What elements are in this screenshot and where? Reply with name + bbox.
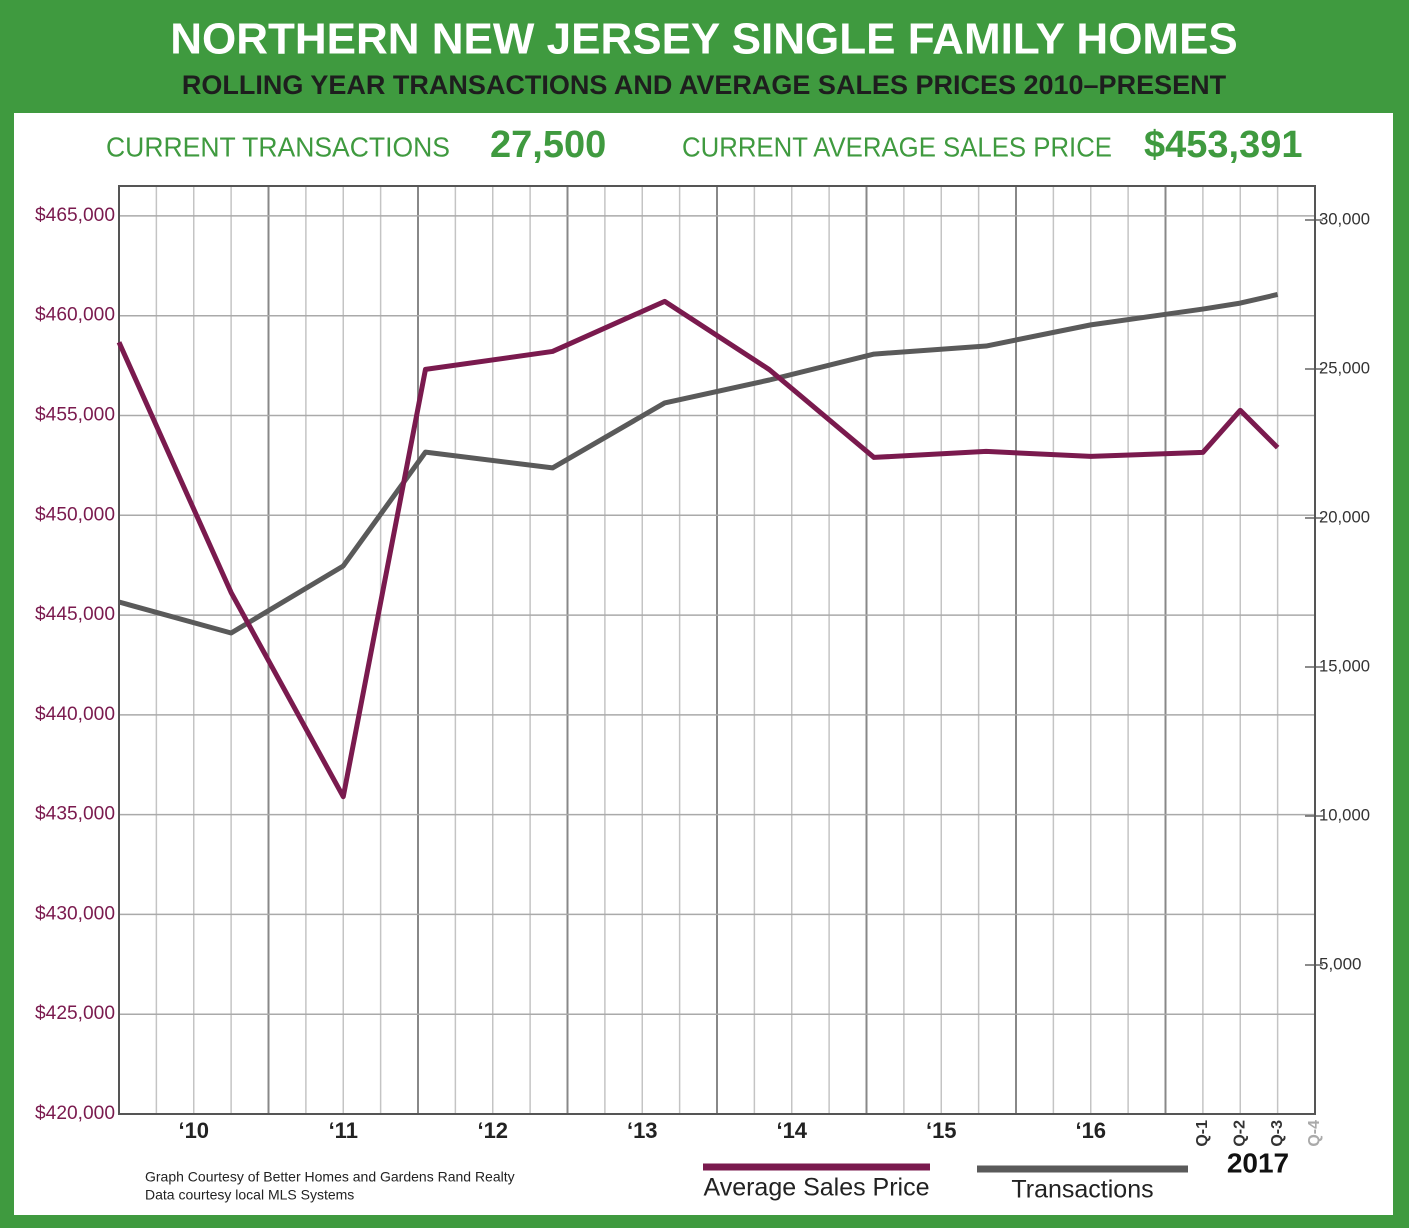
y2-tick-label: 15,000	[1319, 656, 1370, 675]
y-tick-label: $455,000	[35, 405, 115, 426]
quarter-label: Q-4	[1306, 1120, 1323, 1147]
y-tick-label: $430,000	[35, 903, 115, 924]
y2-tick-label: 5,000	[1319, 954, 1362, 973]
x-tick-label: ‘11	[329, 1118, 358, 1143]
y2-tick-label: 20,000	[1319, 507, 1370, 526]
y-tick-label: $450,000	[35, 504, 115, 525]
series-line	[116, 298, 1280, 800]
y-tick-label: $440,000	[35, 704, 115, 725]
y2-tick-label: 25,000	[1319, 358, 1370, 377]
y-tick-label: $435,000	[35, 804, 115, 825]
chart-subtitle: ROLLING YEAR TRANSACTIONS AND AVERAGE SA…	[182, 70, 1227, 100]
stat-label: CURRENT TRANSACTIONS	[106, 131, 450, 162]
x-tick-label: ‘12	[477, 1118, 508, 1143]
quarter-label: Q-3	[1269, 1120, 1286, 1147]
x-tick-label: ‘14	[776, 1118, 807, 1143]
y2-tick-label: 30,000	[1319, 209, 1370, 228]
panel	[14, 113, 1393, 1215]
quarter-label: Q-1	[1194, 1120, 1211, 1147]
credit: Data courtesy local MLS Systems	[145, 1187, 354, 1203]
x-tick-label: ‘10	[178, 1118, 209, 1143]
series-line	[118, 292, 1279, 636]
x-tick-label: ‘13	[627, 1118, 658, 1143]
year-label: 2017	[1227, 1147, 1289, 1178]
y2-tick-label: 10,000	[1319, 805, 1370, 824]
y-tick-label: $465,000	[35, 205, 115, 226]
legend-label: Transactions	[1011, 1176, 1153, 1204]
stat-value: $453,391	[1144, 124, 1303, 166]
plot-border	[118, 185, 1316, 1115]
y-tick-label: $460,000	[35, 305, 115, 326]
chart-title: NORTHERN NEW JERSEY SINGLE FAMILY HOMES	[170, 15, 1238, 64]
x-tick-label: ‘15	[926, 1118, 957, 1143]
quarter-label: Q-2	[1231, 1120, 1248, 1147]
y-tick-label: $420,000	[35, 1103, 115, 1124]
y-tick-label: $445,000	[35, 604, 115, 625]
y-tick-label: $425,000	[35, 1003, 115, 1024]
stat-label: CURRENT AVERAGE SALES PRICE	[682, 131, 1112, 162]
legend-label: Average Sales Price	[703, 1174, 929, 1202]
stat-value: 27,500	[490, 124, 606, 166]
x-tick-label: ‘16	[1075, 1118, 1106, 1143]
credit: Graph Courtesy of Better Homes and Garde…	[145, 1169, 515, 1185]
